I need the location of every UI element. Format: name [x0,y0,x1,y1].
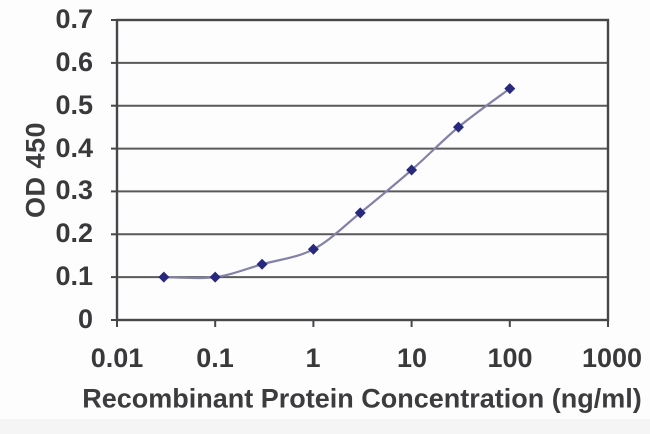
data-point-marker [354,207,366,219]
y-tick-label: 0.7 [55,3,93,34]
series-line [163,87,511,280]
y-tick-label: 0.1 [55,260,93,291]
x-tick-label: 0.1 [196,343,234,373]
y-tick-label: 0.4 [55,132,93,163]
y-tick-label: 0.5 [55,89,93,120]
x-tick-label: 1 [305,343,321,373]
data-point-marker [307,243,319,255]
data-point-marker [452,121,464,133]
y-tick-label: 0.6 [55,46,93,77]
y-tick-label: 0.3 [55,174,93,205]
data-point-marker [504,83,516,95]
data-point-marker [256,258,268,270]
x-tick-label: 0.01 [90,343,144,373]
x-tick-label: 10 [396,343,428,373]
scan-edge-strip [0,419,650,434]
plot-border [115,18,610,322]
x-axis-title: Recombinant Protein Concentration (ng/ml… [82,383,642,414]
data-point-marker [209,271,221,283]
data-point-marker [406,164,418,176]
y-axis-title: OD 450 [20,121,51,219]
data-point-marker [158,271,170,283]
y-tick-label: 0.2 [55,217,93,248]
x-tick-label: 100 [487,343,533,373]
y-tick-label: 0 [77,303,93,334]
x-tick-label: 1000 [581,343,643,373]
